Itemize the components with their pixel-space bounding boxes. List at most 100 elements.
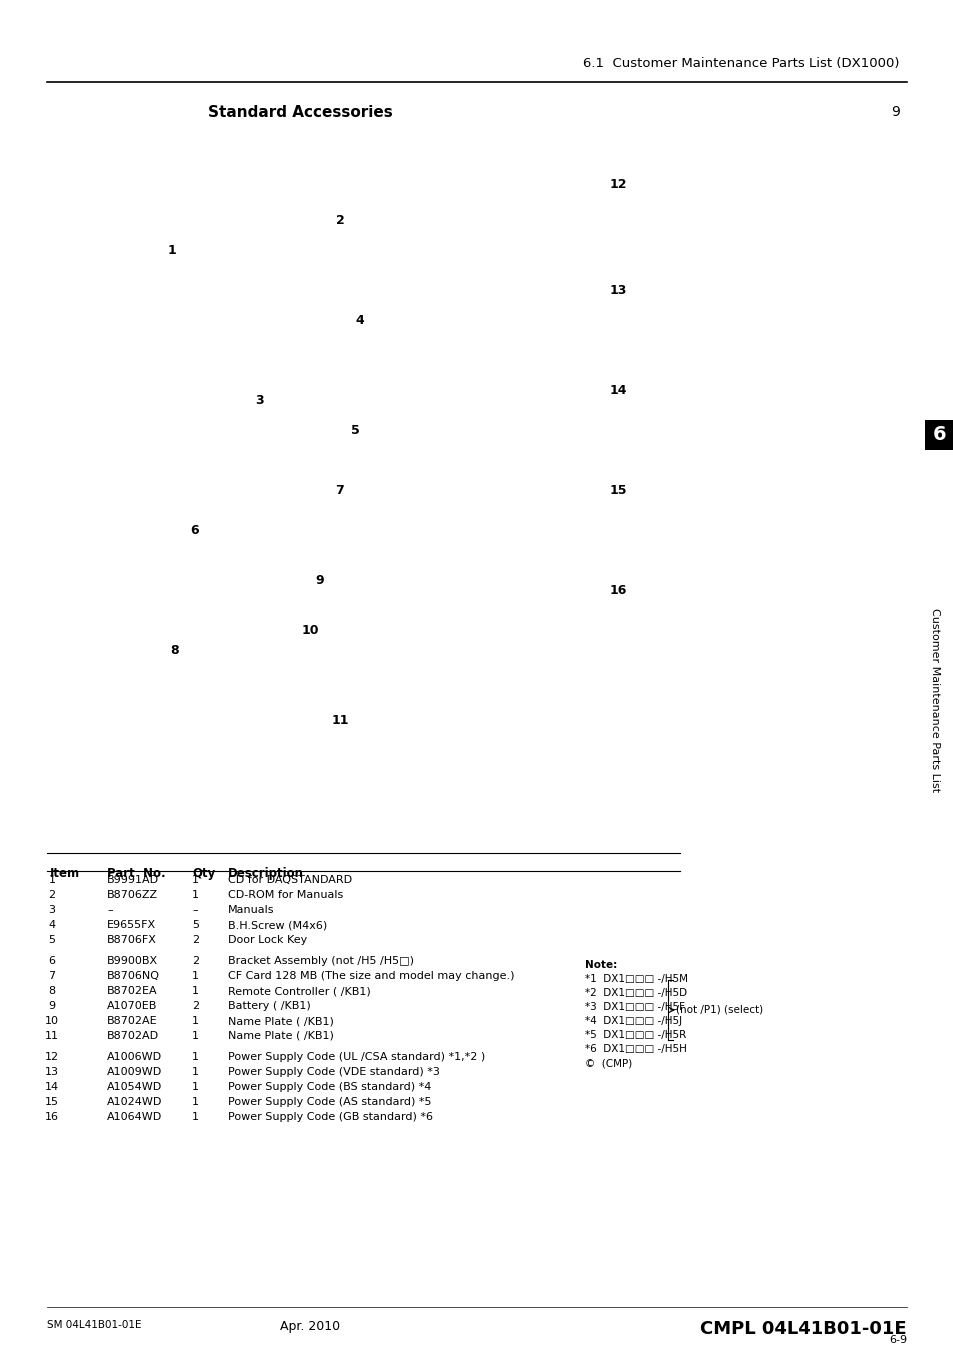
Text: 1: 1 [192,1112,199,1122]
Text: 8: 8 [49,986,55,996]
Text: –: – [107,904,112,915]
Text: 16: 16 [45,1112,59,1122]
Text: Customer Maintenance Parts List: Customer Maintenance Parts List [929,608,939,792]
Text: E9655FX: E9655FX [107,919,156,930]
Text: B8706FX: B8706FX [107,936,156,945]
Text: *3  DX1□□□ -/H5F: *3 DX1□□□ -/H5F [584,1002,684,1012]
Text: Part  No.: Part No. [107,867,166,880]
Text: A1070EB: A1070EB [107,1000,157,1011]
Text: 9: 9 [315,574,324,586]
Text: A1009WD: A1009WD [107,1066,162,1077]
Text: 10: 10 [45,1017,59,1026]
Text: 5: 5 [192,919,199,930]
Text: 1: 1 [192,986,199,996]
Text: Note:: Note: [584,960,617,971]
Text: 13: 13 [45,1066,59,1077]
Text: Description: Description [228,867,304,880]
Text: 15: 15 [45,1098,59,1107]
Text: Bracket Assembly (not /H5 /H5□): Bracket Assembly (not /H5 /H5□) [228,956,414,967]
Text: Standard Accessories: Standard Accessories [208,105,392,120]
Text: Remote Controller ( /KB1): Remote Controller ( /KB1) [228,986,371,996]
Text: Power Supply Code (BS standard) *4: Power Supply Code (BS standard) *4 [228,1081,431,1092]
Text: B8706NQ: B8706NQ [107,971,160,981]
Text: 12: 12 [609,178,627,192]
Text: 4: 4 [49,919,55,930]
Text: CD for DAQSTANDARD: CD for DAQSTANDARD [228,875,352,886]
Text: *4  DX1□□□ -/H5J: *4 DX1□□□ -/H5J [584,1017,681,1026]
Text: 1: 1 [192,1031,199,1041]
Text: 16: 16 [609,583,627,597]
Text: Name Plate ( /KB1): Name Plate ( /KB1) [228,1017,334,1026]
Text: A1064WD: A1064WD [107,1112,162,1122]
Text: A1024WD: A1024WD [107,1098,162,1107]
Text: ©  (CMP): © (CMP) [584,1058,632,1068]
Text: SM 04L41B01-01E: SM 04L41B01-01E [47,1320,141,1330]
Text: 1: 1 [192,1052,199,1062]
Text: 6: 6 [191,524,199,536]
Text: 1: 1 [168,243,176,256]
Text: Battery ( /KB1): Battery ( /KB1) [228,1000,311,1011]
Text: 4: 4 [355,313,364,327]
Text: 1: 1 [192,1098,199,1107]
Text: Apr. 2010: Apr. 2010 [280,1320,340,1332]
Text: Item: Item [50,867,80,880]
Text: 2: 2 [192,956,199,967]
Text: 15: 15 [609,483,627,497]
Bar [47,115,906,825]
Text: 3: 3 [255,393,264,406]
Text: 7: 7 [335,483,344,497]
Text: 12: 12 [45,1052,59,1062]
Text: 2: 2 [192,936,199,945]
Text: (not /P1) (select): (not /P1) (select) [676,1004,762,1015]
Text: 1: 1 [192,890,199,900]
Text: 1: 1 [192,1017,199,1026]
Text: 1: 1 [192,1081,199,1092]
Text: 6: 6 [932,425,945,444]
Text: 1: 1 [192,875,199,886]
Text: 11: 11 [45,1031,59,1041]
Text: *6  DX1□□□ -/H5H: *6 DX1□□□ -/H5H [584,1044,686,1054]
Bar [924,420,953,450]
Text: 9: 9 [890,105,899,119]
Text: 1: 1 [49,875,55,886]
Text: 8: 8 [171,644,179,656]
Text: 14: 14 [45,1081,59,1092]
Text: Power Supply Code (AS standard) *5: Power Supply Code (AS standard) *5 [228,1098,431,1107]
Text: 1: 1 [192,971,199,981]
Text: Qty: Qty [192,867,215,880]
Text: 13: 13 [609,284,627,297]
Text: 5: 5 [351,424,359,436]
Text: 14: 14 [609,383,627,397]
Text: B8702AE: B8702AE [107,1017,157,1026]
Text: 3: 3 [49,904,55,915]
Text: 2: 2 [192,1000,199,1011]
Text: 9: 9 [49,1000,55,1011]
Text: CMPL 04L41B01-01E: CMPL 04L41B01-01E [700,1320,906,1338]
Text: 2: 2 [49,890,55,900]
Text: *5  DX1□□□ -/H5R: *5 DX1□□□ -/H5R [584,1030,685,1040]
Text: 11: 11 [331,714,349,726]
Text: –: – [192,904,197,915]
Text: 10: 10 [301,624,318,636]
Text: Power Supply Code (GB standard) *6: Power Supply Code (GB standard) *6 [228,1112,433,1122]
Text: B8702AD: B8702AD [107,1031,159,1041]
Text: 6.1  Customer Maintenance Parts List (DX1000): 6.1 Customer Maintenance Parts List (DX1… [583,57,899,70]
Text: Name Plate ( /KB1): Name Plate ( /KB1) [228,1031,334,1041]
Text: B.H.Screw (M4x6): B.H.Screw (M4x6) [228,919,327,930]
Text: *1  DX1□□□ -/H5M: *1 DX1□□□ -/H5M [584,973,687,984]
Text: B9991AD: B9991AD [107,875,159,886]
Text: 6-9: 6-9 [888,1335,906,1345]
Text: 7: 7 [49,971,55,981]
Text: Manuals: Manuals [228,904,274,915]
Text: B8702EA: B8702EA [107,986,157,996]
Text: B8706ZZ: B8706ZZ [107,890,158,900]
Text: 5: 5 [49,936,55,945]
Text: CF Card 128 MB (The size and model may change.): CF Card 128 MB (The size and model may c… [228,971,514,981]
Text: Door Lock Key: Door Lock Key [228,936,307,945]
Text: 1: 1 [192,1066,199,1077]
Text: Power Supply Code (UL /CSA standard) *1,*2 ): Power Supply Code (UL /CSA standard) *1,… [228,1052,485,1062]
Text: B9900BX: B9900BX [107,956,158,967]
Text: Power Supply Code (VDE standard) *3: Power Supply Code (VDE standard) *3 [228,1066,439,1077]
Text: A1006WD: A1006WD [107,1052,162,1062]
Text: CD-ROM for Manuals: CD-ROM for Manuals [228,890,343,900]
